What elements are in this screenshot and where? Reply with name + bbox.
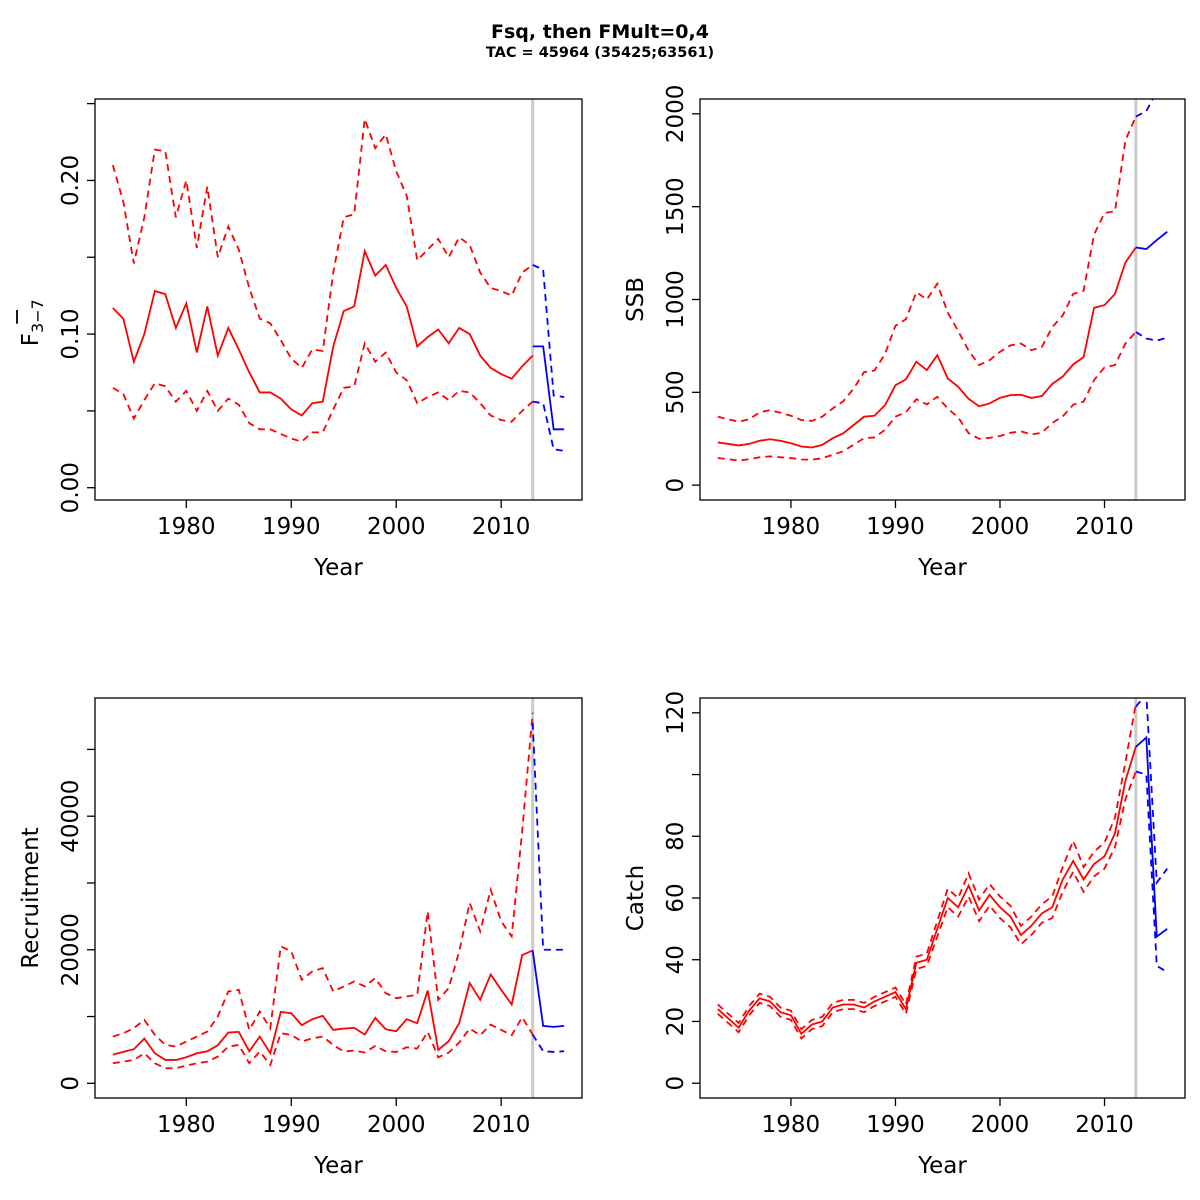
fbar-yaxis-title: F3−7: [16, 299, 47, 346]
ssb-yaxis-title: SSB: [623, 277, 649, 322]
catch-ytick-label: 0: [663, 1076, 689, 1091]
ssb-xtick-label: 2010: [1075, 514, 1134, 540]
recruitment-ytick-label: 0: [58, 1076, 84, 1091]
recruitment-proj-lower-95ci-line: [531, 1034, 565, 1053]
ssb-ytick-label: 0: [663, 478, 689, 493]
figure-title: Fsq, then FMult=0,4: [491, 21, 709, 43]
catch-median-line: [717, 746, 1137, 1036]
fbar-xtick-label: 2010: [472, 514, 531, 540]
fbar-ytick-label: 0.00: [58, 462, 84, 513]
ssb-ytick-label: 1500: [663, 177, 689, 236]
ssb-ytick-label: 1000: [663, 270, 689, 329]
panel-fbar: 1980 1990 2000 2010 0.00 0.10 0.20 Year F3−7: [16, 98, 583, 581]
svg-text:Recruitment: Recruitment: [18, 827, 44, 968]
ssb-ytick-label: 2000: [663, 85, 689, 144]
catch-ytick-label: 60: [663, 883, 689, 912]
ssb-xtick-label: 1990: [866, 514, 925, 540]
catch-ytick-label: 40: [663, 945, 689, 974]
recruitment-xtick-label: 1990: [262, 1112, 321, 1138]
recruitment-ytick-label: 20000: [58, 913, 84, 986]
ssb-proj-median-line: [1135, 231, 1168, 250]
catch-yaxis-title: Catch: [623, 865, 649, 931]
recruitment-ytick-label: 40000: [58, 780, 84, 853]
panel-catch: 1980 1990 2000 2010 0 20 40 60 80 120 Year Catch: [623, 691, 1186, 1179]
catch-proj-lower-95ci-line: [1135, 770, 1168, 973]
recruitment-xtick-label: 2000: [367, 1112, 426, 1138]
recruitment-upper-95ci-line: [112, 712, 534, 1048]
catch-upper-95ci-line: [717, 703, 1137, 1031]
ssb-proj-upper-95ci-line: [1135, 99, 1154, 118]
ssb-proj-lower-95ci-line: [1135, 331, 1168, 342]
ssb-ytick-label: 500: [663, 370, 689, 414]
fbar-xtick-label: 1980: [157, 514, 216, 540]
panel-recruitment: 1980 1990 2000 2010 0 20000 40000 Year Recruitme…: [18, 697, 583, 1179]
fbar-xtick-label: 1990: [262, 514, 321, 540]
catch-proj-upper-95ci-line: [1135, 698, 1168, 886]
recruitment-yaxis-title: Recruitment: [18, 827, 44, 968]
ssb-xtick-label: 2000: [971, 514, 1030, 540]
catch-ytick-label: 20: [663, 1007, 689, 1036]
recruitment-proj-median-line: [531, 950, 565, 1028]
catch-xtick-label: 2000: [971, 1112, 1030, 1138]
fbar-proj-upper-95ci-line: [532, 264, 565, 398]
fbar-ytick-label: 0.10: [58, 308, 84, 359]
fbar-ytick-label: 0.20: [58, 155, 84, 206]
fbar-median-line: [112, 248, 534, 417]
fbar-xtick-label: 2000: [367, 514, 426, 540]
catch-xtick-label: 1990: [866, 1112, 925, 1138]
recruitment-median-line: [112, 949, 534, 1061]
catch-proj-median-line: [1135, 735, 1168, 939]
fbar-xaxis-title: Year: [313, 555, 363, 581]
catch-xaxis-title: Year: [917, 1153, 967, 1179]
fbar-plot-box: [94, 98, 583, 501]
svg-text:Catch: Catch: [623, 865, 649, 931]
catch-lower-95ci-line: [717, 771, 1137, 1040]
ssb-median-line: [717, 247, 1137, 449]
recruitment-plot-box: [94, 697, 583, 1099]
recruitment-proj-upper-95ci-line: [531, 722, 565, 951]
catch-plot-box: [699, 697, 1186, 1099]
figure-subtitle: TAC = 45964 (35425;63561): [485, 45, 715, 61]
fbar-proj-median-line: [532, 345, 565, 431]
ssb-upper-95ci-line: [717, 116, 1137, 423]
ssb-lower-95ci-line: [717, 331, 1137, 462]
recruitment-xtick-label: 1980: [157, 1112, 216, 1138]
catch-xtick-label: 2010: [1075, 1112, 1134, 1138]
fbar-proj-lower-95ci-line: [532, 400, 565, 452]
catch-ytick-label: 120: [663, 691, 689, 735]
fbar-lower-95ci-line: [112, 340, 534, 443]
ssb-xtick-label: 1980: [762, 514, 821, 540]
fbar-upper-95ci-line: [111, 118, 534, 370]
catch-ytick-label: 80: [663, 822, 689, 851]
recruitment-xaxis-title: Year: [313, 1153, 363, 1179]
recruitment-lower-95ci-line: [112, 1015, 534, 1070]
ssb-xaxis-title: Year: [917, 555, 967, 581]
recruitment-xtick-label: 2010: [472, 1112, 531, 1138]
catch-xtick-label: 1980: [762, 1112, 821, 1138]
svg-text:F3−7: F3−7: [18, 299, 47, 346]
svg-text:SSB: SSB: [623, 277, 649, 322]
